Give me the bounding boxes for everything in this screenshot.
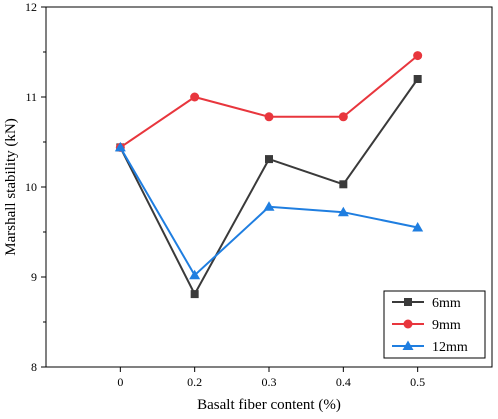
legend-marker <box>402 340 414 350</box>
x-tick-label: 0.4 <box>336 375 351 389</box>
legend-item: 6mm <box>392 296 461 311</box>
legend-marker <box>403 319 413 329</box>
series-line <box>119 146 418 277</box>
x-tick-label: 0 <box>117 375 123 389</box>
data-point <box>263 201 275 211</box>
data-point <box>413 51 423 61</box>
y-tick-label: 11 <box>25 90 37 104</box>
legend-label: 9mm <box>432 318 461 333</box>
data-point <box>338 112 348 122</box>
y-tick-label: 9 <box>31 270 37 284</box>
series-6mm <box>116 75 422 299</box>
x-axis-title: Basalt fiber content (%) <box>197 397 341 413</box>
data-point <box>189 269 201 280</box>
data-point <box>339 180 348 189</box>
data-point <box>190 290 199 299</box>
y-tick-label: 10 <box>25 180 37 194</box>
data-point <box>114 141 126 152</box>
legend-item: 12mm <box>392 340 468 355</box>
data-point <box>190 92 200 102</box>
legend-items: 6mm 9mm 12mm <box>392 296 468 355</box>
y-axis-title: Marshall stability (kN) <box>3 118 19 255</box>
legend-marker <box>404 298 412 306</box>
x-tick-label: 0.2 <box>187 375 202 389</box>
legend-label: 6mm <box>432 296 461 311</box>
x-tick-label: 0.3 <box>262 375 277 389</box>
series-line <box>119 54 419 149</box>
y-tick-label: 8 <box>31 360 37 374</box>
series-layer <box>114 51 424 299</box>
data-point <box>412 222 424 232</box>
data-point <box>265 155 273 164</box>
series-12mm <box>114 141 424 280</box>
data-point <box>337 206 349 217</box>
x-axis-ticks: 0 0.2 0.3 0.4 0.5 <box>117 367 425 389</box>
legend-item: 9mm <box>392 318 461 333</box>
y-axis-ticks: 8 9 10 11 12 <box>25 0 46 374</box>
data-point <box>264 112 274 122</box>
data-point <box>413 75 422 83</box>
y-tick-label: 12 <box>25 0 37 14</box>
legend-label: 12mm <box>432 340 468 355</box>
series-line <box>119 78 419 297</box>
x-tick-label: 0.5 <box>410 375 425 389</box>
legend: 6mm 9mm 12mm <box>383 290 486 359</box>
